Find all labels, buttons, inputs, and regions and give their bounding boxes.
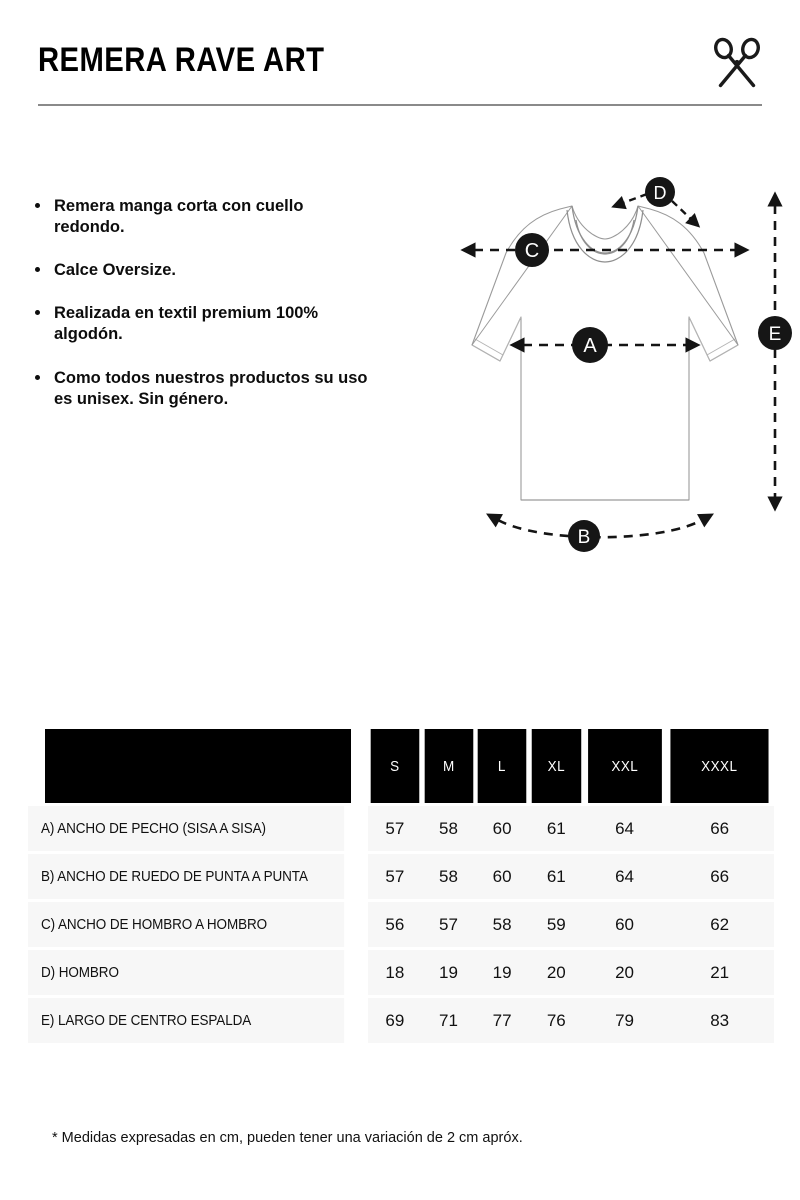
measure-marker-b-label: B [578,527,591,548]
cell-value: 19 [421,950,476,995]
measure-marker-c-label: C [525,240,539,262]
table-row: B) ANCHO DE RUEDO DE PUNTA A PUNTA 57 58… [28,854,774,899]
measurement-column-header [45,729,351,803]
size-chart-body: A) ANCHO DE PECHO (SISA A SISA) 57 58 60… [28,806,774,1043]
row-label: D) HOMBRO [28,950,345,995]
list-item: Como todos nuestros productos su uso es … [32,368,372,410]
measure-line-b: B [486,513,714,552]
list-item: Calce Oversize. [32,260,372,281]
cell-value: 61 [528,806,584,851]
cell-value: 19 [475,950,529,995]
measure-line-a: A [509,327,701,363]
row-label: A) ANCHO DE PECHO (SISA A SISA) [28,806,345,851]
cell-value: 64 [583,806,666,851]
cell-value: 66 [665,854,774,899]
product-features-list: Remera manga corta con cuello redondo. C… [32,196,372,432]
measure-marker-e-circle [758,316,792,350]
cell-value: 60 [475,806,529,851]
cell-value: 20 [583,950,666,995]
header-divider [38,104,762,106]
measurement-footnote: * Medidas expresadas en cm, pueden tener… [52,1130,523,1146]
row-label: C) ANCHO DE HOMBRO A HOMBRO [28,902,345,947]
row-label: B) ANCHO DE RUEDO DE PUNTA A PUNTA [28,854,345,899]
shoulder-seam-lines [471,205,739,346]
cell-value: 61 [528,854,584,899]
scissors-icon [714,37,760,88]
cell-value: 76 [528,998,584,1043]
cell-value: 57 [368,854,422,899]
cell-value: 66 [665,806,774,851]
cell-value: 57 [421,902,476,947]
cell-value: 20 [528,950,584,995]
cell-value: 60 [583,902,666,947]
size-column-header-xxl: XXL [587,729,662,803]
table-row: A) ANCHO DE PECHO (SISA A SISA) 57 58 60… [28,806,774,851]
cell-value: 69 [368,998,422,1043]
cell-value: 58 [475,902,529,947]
measure-marker-e-label: E [769,324,782,345]
cell-value: 79 [583,998,666,1043]
cell-value: 18 [368,950,422,995]
cell-value: 58 [421,806,476,851]
cell-value: 64 [583,854,666,899]
measure-line-c: C [460,233,750,267]
measure-marker-c-circle [515,233,549,267]
cell-value: 77 [475,998,529,1043]
size-column-header-xl: XL [531,729,581,803]
table-row: C) ANCHO DE HOMBRO A HOMBRO 56 57 58 59 … [28,902,774,947]
size-column-header-m: M [424,729,473,803]
measure-marker-b-circle [568,520,600,552]
list-item: Realizada en textil premium 100% algodón… [32,303,372,345]
size-chart-header-row: S M L XL XXL XXXL [28,729,774,803]
measure-marker-d-circle [645,177,675,207]
cell-value: 71 [421,998,476,1043]
cell-value: 83 [665,998,774,1043]
table-row: D) HOMBRO 18 19 19 20 20 21 [28,950,774,995]
page-header: REMERA RAVE ART [0,0,800,110]
list-item: Remera manga corta con cuello redondo. [32,196,372,238]
size-column-header-l: L [477,729,527,803]
cell-value: 21 [665,950,774,995]
measure-marker-a-label: A [583,335,597,357]
size-chart-table: S M L XL XXL XXXL A) ANCHO DE PECHO (SIS… [28,726,774,1046]
tshirt-measurement-diagram: C A D B E [460,177,792,552]
row-label: E) LARGO DE CENTRO ESPALDA [28,998,345,1043]
measure-line-d: D [611,177,701,228]
cell-value: 60 [475,854,529,899]
cell-value: 62 [665,902,774,947]
measure-line-e: E [758,191,792,512]
cell-value: 57 [368,806,422,851]
cell-value: 58 [421,854,476,899]
size-column-header-xxxl: XXXL [670,729,769,803]
cell-value: 59 [528,902,584,947]
page-title: REMERA RAVE ART [38,41,325,79]
measure-marker-a-circle [572,327,608,363]
size-column-header-s: S [370,729,419,803]
measure-marker-d-label: D [654,183,667,203]
table-row: E) LARGO DE CENTRO ESPALDA 69 71 77 76 7… [28,998,774,1043]
cell-value: 56 [368,902,422,947]
